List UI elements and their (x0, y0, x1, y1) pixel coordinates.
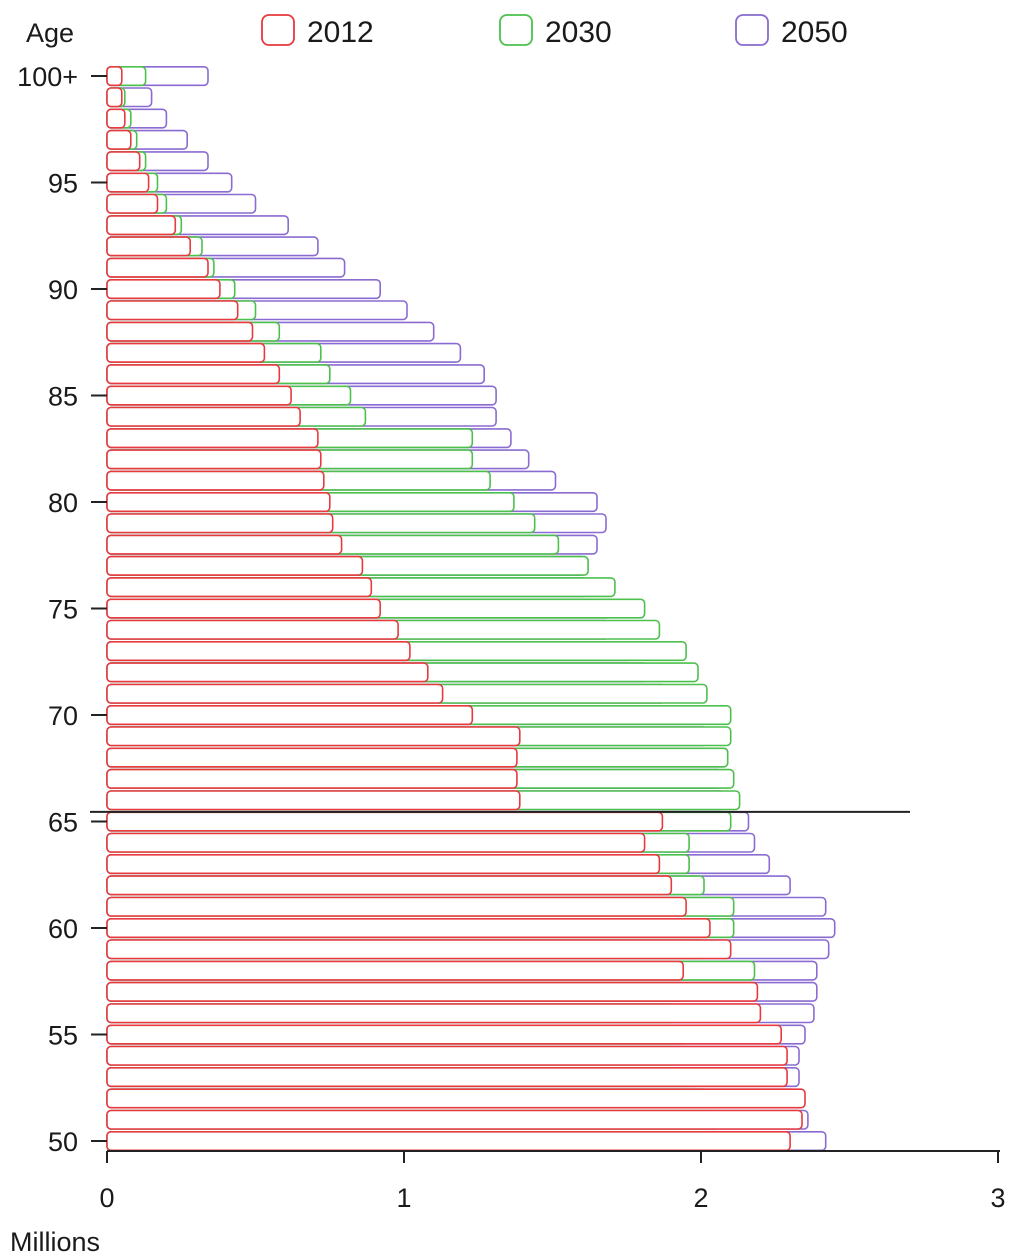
bar-2012-age-50 (106, 1131, 791, 1152)
bar-2012-age-51 (106, 1109, 803, 1130)
bar-2012-age-92 (106, 236, 191, 257)
bar-2012-age-65 (106, 811, 664, 832)
x-tick-label-1: 1 (396, 1183, 411, 1213)
legend-label-2012: 2012 (307, 16, 374, 49)
legend-swatch-2030 (499, 14, 533, 46)
y-tick-label-55: 55 (48, 1021, 78, 1051)
y-tick-label-60: 60 (48, 914, 78, 944)
y-tick-label-65: 65 (48, 808, 78, 838)
bar-2012-age-55 (106, 1024, 783, 1045)
bar-2012-age-84 (106, 406, 301, 427)
x-tick-label-2: 2 (693, 1183, 708, 1213)
x-axis-title: Millions (10, 1227, 100, 1256)
bar-2012-age-79 (106, 513, 334, 534)
bar-2012-age-56 (106, 1003, 762, 1024)
bar-2012-age-82 (106, 449, 322, 470)
bar-area (106, 66, 836, 1152)
legend-label-2050: 2050 (781, 16, 848, 49)
bar-2012-age-66 (106, 790, 521, 811)
bar-2012-age-76 (106, 577, 373, 598)
bar-2012-age-60 (106, 917, 711, 939)
bar-2012-age-94 (106, 193, 159, 214)
bar-2012-age-75 (106, 598, 382, 619)
bar-2012-age-70 (106, 704, 474, 726)
bar-2012-age-96 (106, 151, 141, 172)
y-tick-label-80: 80 (48, 488, 78, 518)
bar-2012-age-74 (106, 619, 399, 640)
x-tick-label-3: 3 (990, 1183, 1005, 1213)
y-tick-label-100+: 100+ (17, 62, 78, 92)
bar-2012-age-83 (106, 428, 319, 449)
bar-2012-age-64 (106, 832, 646, 853)
bar-2012-age-69 (106, 726, 521, 747)
legend-swatch-2050 (735, 14, 769, 46)
bar-2012-age-88 (106, 321, 254, 342)
legend-swatch-2012 (261, 14, 295, 46)
bar-2012-age-91 (106, 257, 209, 278)
bar-2012-age-97 (106, 129, 132, 150)
bar-2012-age-85 (106, 385, 292, 406)
y-axis-title: Age (26, 18, 74, 48)
bar-2012-age-54 (106, 1045, 788, 1066)
bar-2012-age-57 (106, 981, 759, 1002)
bar-2012-age-52 (106, 1088, 806, 1109)
bar-2012-age-68 (106, 747, 518, 768)
bar-2012-age-63 (106, 853, 661, 875)
legend-label-2030: 2030 (545, 16, 612, 49)
y-tick-label-90: 90 (48, 275, 78, 305)
bar-2012-age-81 (106, 470, 325, 491)
y-tick-label-50: 50 (48, 1127, 78, 1157)
bar-2012-age-95 (106, 172, 150, 193)
bar-2012-age-86 (106, 364, 281, 385)
bar-2012-age-58 (106, 960, 685, 981)
bar-2012-age-89 (106, 300, 239, 321)
bar-2012-age-62 (106, 875, 673, 896)
y-tick-label-95: 95 (48, 169, 78, 199)
bar-2012-age-59 (106, 939, 732, 960)
bar-2012-age-67 (106, 768, 518, 789)
y-tick-label-75: 75 (48, 595, 78, 625)
x-axis-ticks: 0 1 2 3 (99, 1151, 1006, 1213)
bar-2012-age-98 (106, 108, 126, 129)
bar-2012-age-80 (106, 491, 331, 513)
y-tick-label-85: 85 (48, 382, 78, 412)
bar-2012-age-87 (106, 342, 266, 363)
bar-2012-age-93 (106, 215, 177, 236)
bar-2012-age-73 (106, 640, 411, 662)
bar-2012-age-77 (106, 555, 364, 576)
y-axis-ticks: 50 55 60 65 70 75 80 85 90 95 100+ (17, 62, 107, 1157)
axes: 0 1 2 3 50 55 60 65 70 75 80 85 90 95 100+ (17, 62, 1005, 1213)
bar-2012-age-78 (106, 534, 343, 555)
y-tick-label-70: 70 (48, 701, 78, 731)
bar-2012-age-53 (106, 1067, 788, 1088)
bar-2012-age-90 (106, 278, 221, 300)
bar-2012-age-61 (106, 896, 687, 917)
x-tick-label-0: 0 (99, 1183, 114, 1213)
legend: 2012 2030 2050 (261, 14, 848, 49)
bar-2012-age-100+ (106, 66, 123, 87)
bar-2012-age-71 (106, 683, 444, 704)
bar-2012-age-99 (106, 87, 123, 108)
bar-2012-age-72 (106, 662, 429, 683)
